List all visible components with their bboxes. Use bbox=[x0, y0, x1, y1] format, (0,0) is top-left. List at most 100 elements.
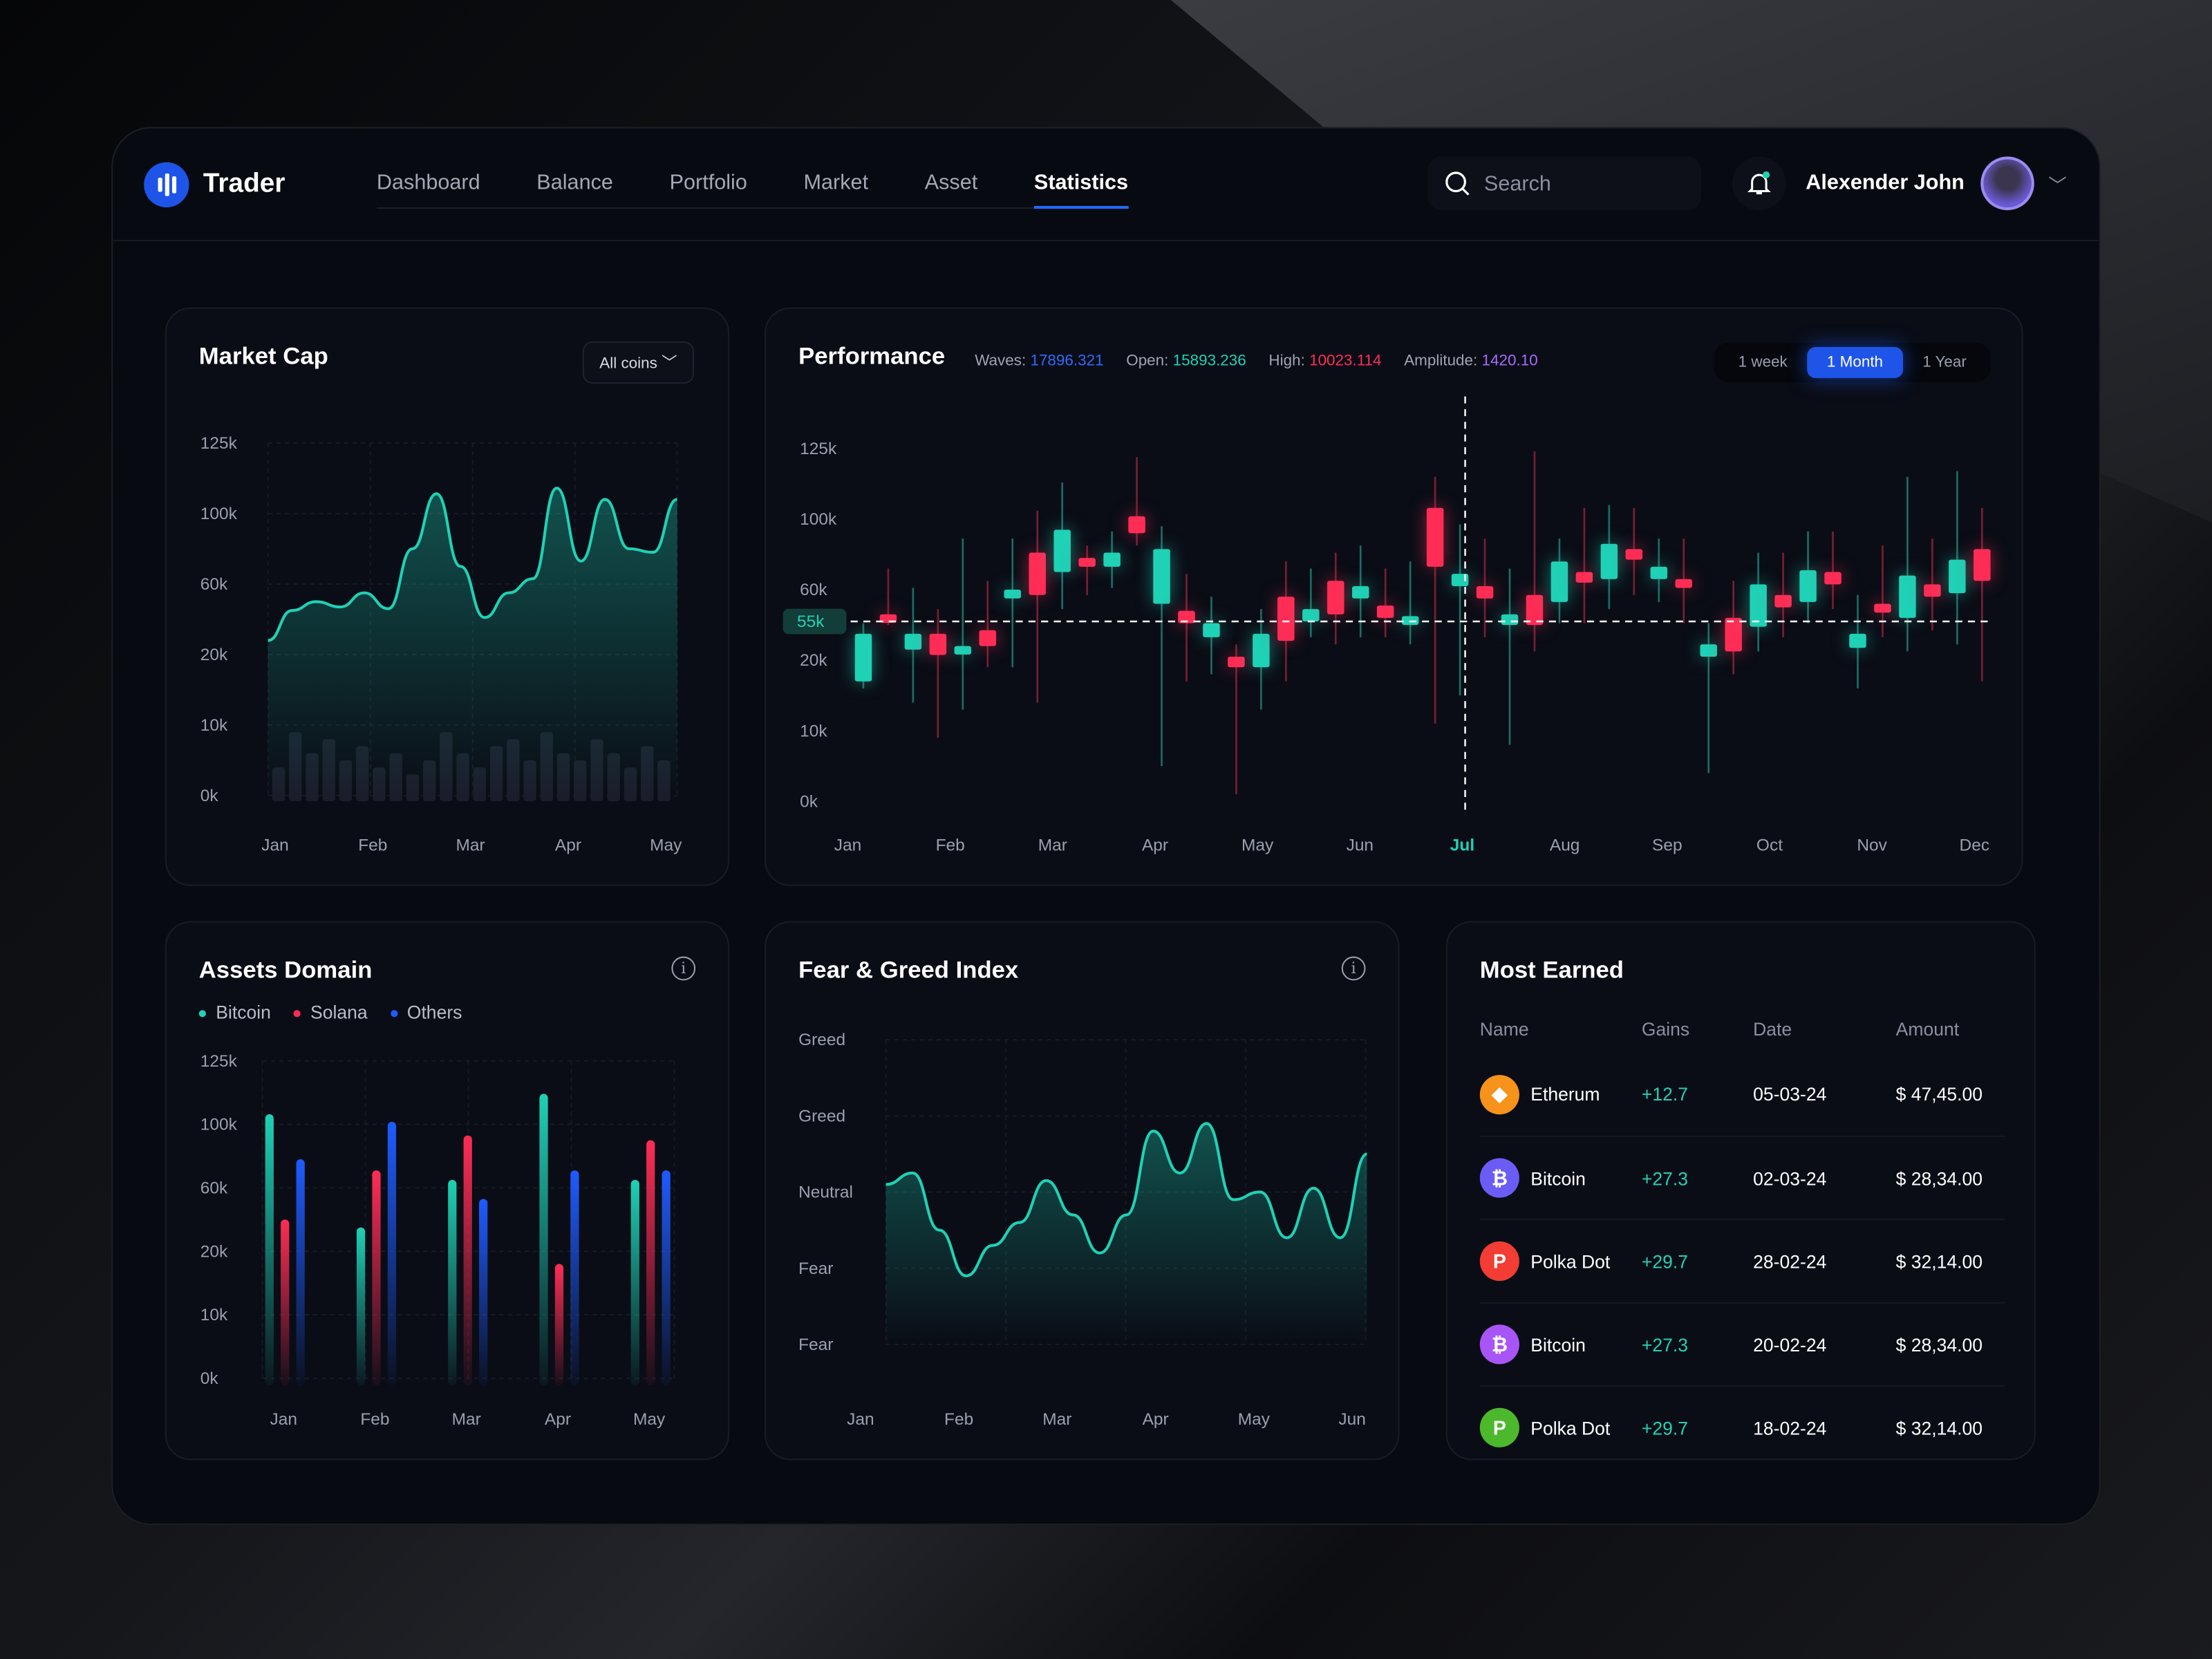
chevron-down-icon[interactable]: ﹀ bbox=[2048, 175, 2067, 196]
gain-cell: +12.7 bbox=[1641, 1083, 1689, 1105]
candle-body bbox=[1526, 594, 1544, 626]
bar-others bbox=[479, 1199, 488, 1386]
range-tab-1-month[interactable]: 1 Month bbox=[1807, 347, 1903, 378]
card-title: Most Earned bbox=[1479, 956, 1624, 984]
x-tick-label: Jun bbox=[1347, 836, 1374, 855]
performance-chart: 125k 100k 60k 20k 10k 0k Jan Feb Mar Apr May Jun Jul… bbox=[782, 396, 1991, 855]
line-series bbox=[268, 487, 678, 642]
nav-item-portfolio[interactable]: Portfolio bbox=[669, 170, 747, 195]
candle bbox=[1625, 507, 1643, 595]
coin-filter-dropdown[interactable]: All coins ﹀ bbox=[582, 341, 695, 384]
amount-cell: $ 28,34.00 bbox=[1895, 1333, 1983, 1356]
bar-others bbox=[387, 1121, 397, 1386]
table-row[interactable]: P Polka Dot +29.7 28-02-24 $ 32,14.00 bbox=[1479, 1219, 2005, 1302]
candle bbox=[1029, 510, 1046, 703]
bar-solana bbox=[372, 1170, 381, 1386]
x-tick-label: Oct bbox=[1756, 836, 1783, 855]
x-tick-label: Apr bbox=[1142, 836, 1168, 855]
name-cell: ₿ Bitcoin bbox=[1479, 1158, 1642, 1198]
y-tick-label: 0k bbox=[200, 787, 219, 805]
candle bbox=[1203, 597, 1220, 675]
nav-item-asset[interactable]: Asset bbox=[924, 170, 978, 195]
info-icon[interactable]: i bbox=[1341, 956, 1366, 981]
candle bbox=[1949, 471, 1966, 645]
stat-high: High: 10023.114 bbox=[1268, 353, 1381, 369]
gain-cell: +27.3 bbox=[1641, 1333, 1689, 1356]
info-icon[interactable]: i bbox=[671, 956, 696, 981]
x-tick-label: May bbox=[1241, 836, 1274, 855]
bitcoin-icon: ₿ bbox=[1479, 1158, 1519, 1198]
reference-label: 55k bbox=[797, 612, 825, 631]
fear-greed-chart: Greed Greed Neutral Fear Fear Jan Feb Mar Apr May… bbox=[798, 1031, 1368, 1429]
performance-card: Performance Waves: 17896.321 Open: 15893.… bbox=[765, 307, 2023, 886]
nav-item-statistics[interactable]: Statistics bbox=[1033, 170, 1129, 209]
nav-item-dashboard[interactable]: Dashboard bbox=[376, 170, 480, 195]
nav-item-market[interactable]: Market bbox=[803, 170, 869, 195]
y-tick-label: 60k bbox=[200, 1179, 228, 1198]
candle bbox=[979, 581, 997, 668]
candle-body bbox=[1029, 552, 1046, 595]
candle-body bbox=[1277, 597, 1295, 641]
x-tick-label: Mar bbox=[1042, 1410, 1071, 1429]
coin-name: Etherum bbox=[1530, 1083, 1600, 1105]
x-tick-label: Aug bbox=[1550, 836, 1580, 855]
performance-stats: Waves: 17896.321 Open: 15893.236 High: 100… bbox=[975, 353, 1538, 369]
table-row[interactable]: ◆ Etherum +12.7 05-03-24 $ 47,45.00 bbox=[1479, 1052, 2005, 1135]
assets-domain-card: Assets Domain i Bitcoin Solana Others 12… bbox=[165, 921, 730, 1461]
candle-body bbox=[1426, 507, 1444, 567]
logo-icon[interactable] bbox=[144, 162, 189, 207]
y-tick-label: 125k bbox=[200, 434, 238, 453]
date-cell: 05-03-24 bbox=[1753, 1083, 1827, 1105]
y-tick-label: 60k bbox=[200, 575, 228, 594]
table-header: Name Gains Date Amount bbox=[1480, 1004, 2005, 1052]
range-tab-1-year[interactable]: 1 Year bbox=[1922, 354, 1967, 371]
candle-body bbox=[1799, 570, 1817, 602]
candle bbox=[1476, 538, 1494, 637]
candle bbox=[1650, 538, 1668, 602]
candle-body bbox=[1924, 584, 1941, 597]
notification-button[interactable] bbox=[1732, 156, 1786, 211]
candle bbox=[1327, 552, 1344, 645]
column-header: Date bbox=[1753, 1018, 1792, 1040]
x-tick-label: Jan bbox=[847, 1410, 874, 1429]
search-input[interactable]: Search bbox=[1427, 156, 1702, 211]
amount-cell: $ 32,14.00 bbox=[1895, 1250, 1983, 1272]
table-row[interactable]: ₿ Bitcoin +27.3 20-02-24 $ 28,34.00 bbox=[1479, 1302, 2005, 1385]
candle-body bbox=[1153, 549, 1170, 604]
candle-body bbox=[1725, 617, 1742, 652]
avatar[interactable] bbox=[1980, 156, 2034, 211]
nav-item-balance[interactable]: Balance bbox=[536, 170, 613, 195]
line-area bbox=[885, 1123, 1367, 1344]
x-tick-label: Mar bbox=[452, 1410, 481, 1429]
range-tab-1-week[interactable]: 1 week bbox=[1738, 354, 1788, 371]
candle-body bbox=[1899, 575, 1916, 618]
candle bbox=[1675, 538, 1693, 624]
stat-label: Open: bbox=[1126, 353, 1169, 370]
card-title: Fear & Greed Index bbox=[798, 956, 1019, 984]
legend-solana: Solana bbox=[294, 1002, 368, 1023]
candle bbox=[1103, 531, 1121, 588]
candle-body bbox=[1128, 516, 1145, 534]
x-tick-label: Apr bbox=[555, 836, 581, 855]
candle-body bbox=[1974, 549, 1991, 581]
table-row[interactable]: ₿ Bitcoin +27.3 02-03-24 $ 28,34.00 bbox=[1479, 1135, 2005, 1219]
x-tick-label: Sep bbox=[1652, 836, 1683, 855]
candle-body bbox=[1376, 606, 1394, 618]
amount-cell: $ 32,14.00 bbox=[1895, 1416, 1983, 1438]
candle-body bbox=[1750, 584, 1767, 627]
coin-name: Bitcoin bbox=[1530, 1333, 1586, 1356]
bar-others bbox=[296, 1159, 305, 1386]
candle bbox=[904, 588, 922, 703]
stat-waves: Waves: 17896.321 bbox=[975, 353, 1103, 369]
card-title: Market Cap bbox=[198, 342, 328, 370]
x-tick-label: Mar bbox=[456, 836, 485, 855]
candle bbox=[954, 538, 972, 710]
y-tick-label: Greed bbox=[798, 1031, 845, 1049]
search-placeholder: Search bbox=[1483, 171, 1551, 196]
candle-body bbox=[1178, 610, 1195, 624]
table-row[interactable]: P Polka Dot +29.7 18-02-24 $ 32,14.00 bbox=[1479, 1385, 2005, 1468]
x-tick-label: Nov bbox=[1857, 836, 1887, 855]
bitcoin-icon: ₿ bbox=[1479, 1324, 1519, 1365]
candle-body bbox=[1103, 552, 1121, 567]
candle bbox=[1128, 457, 1145, 546]
